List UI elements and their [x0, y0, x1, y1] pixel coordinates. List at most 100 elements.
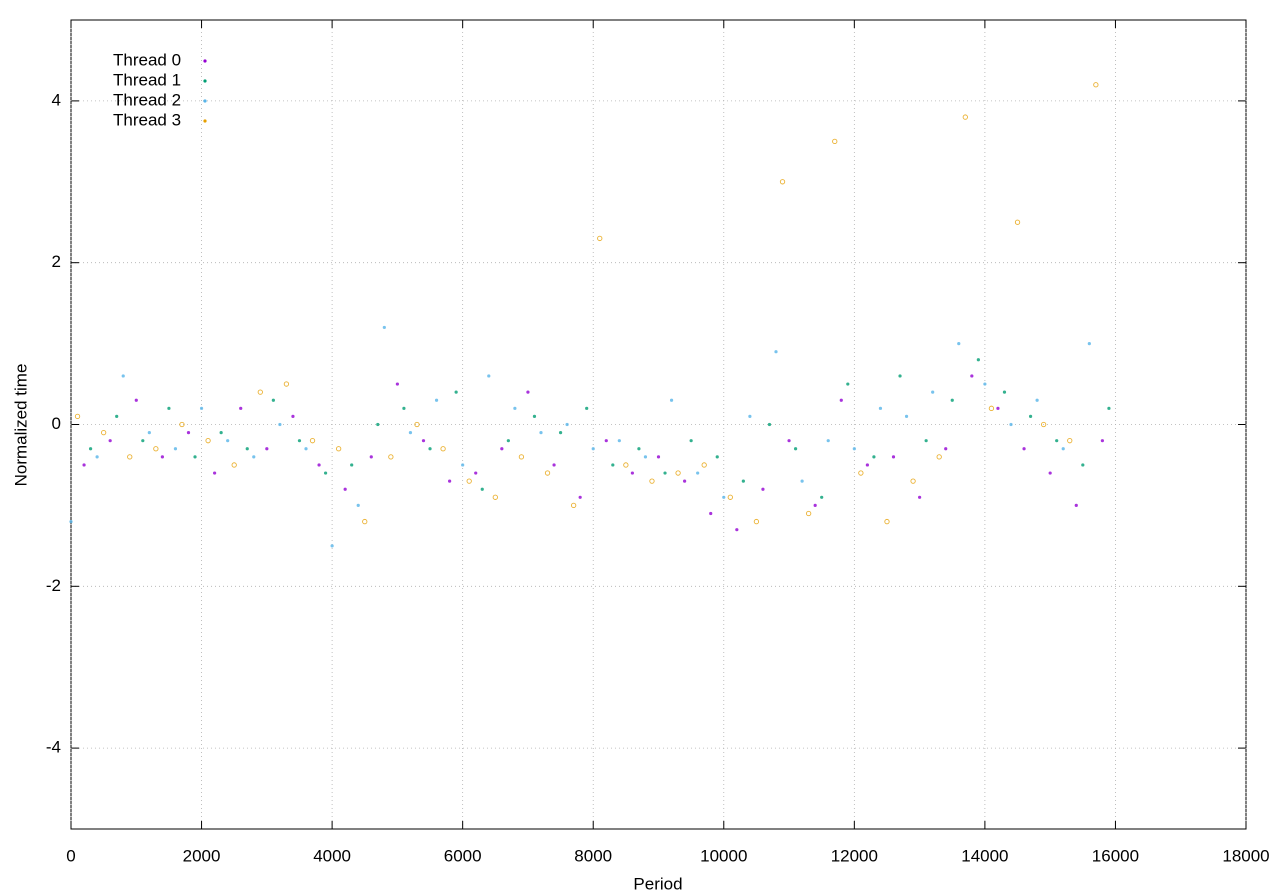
- point: [199, 406, 204, 410]
- y-tick-label: 2: [52, 252, 61, 271]
- point: [121, 374, 125, 378]
- point: [675, 470, 681, 476]
- point: [918, 495, 922, 499]
- point: [910, 478, 916, 484]
- point: [434, 398, 439, 402]
- point: [414, 421, 420, 428]
- point: [193, 455, 197, 459]
- point: [793, 447, 798, 451]
- point: [487, 374, 491, 378]
- point: [1081, 463, 1085, 467]
- point: [518, 454, 525, 460]
- x-tick-label: 0: [66, 846, 75, 865]
- point: [872, 455, 876, 459]
- point: [160, 455, 164, 459]
- point: [454, 390, 458, 394]
- point: [663, 471, 667, 475]
- legend-marker: [203, 79, 207, 83]
- point: [402, 406, 406, 410]
- point: [421, 439, 426, 443]
- point: [936, 454, 942, 460]
- point: [1022, 447, 1026, 451]
- point: [539, 430, 543, 435]
- point: [95, 455, 99, 459]
- point: [506, 439, 510, 443]
- point: [265, 447, 269, 451]
- point: [323, 471, 328, 475]
- x-tick-label: 4000: [313, 846, 351, 865]
- point: [552, 463, 556, 467]
- x-axis-label: Period: [633, 874, 682, 893]
- point: [1067, 438, 1073, 444]
- point: [1002, 390, 1007, 394]
- point: [408, 430, 413, 435]
- point: [701, 462, 707, 468]
- point: [787, 439, 791, 443]
- legend-label: Thread 2: [113, 90, 181, 109]
- legend-marker: [203, 59, 207, 63]
- point: [167, 406, 171, 410]
- point: [147, 430, 151, 435]
- point: [904, 414, 909, 419]
- point: [108, 439, 112, 443]
- legend-label: Thread 0: [113, 50, 181, 69]
- point: [649, 478, 655, 484]
- point: [88, 447, 93, 451]
- point: [741, 479, 745, 483]
- point: [395, 382, 399, 386]
- point: [115, 414, 119, 419]
- point: [805, 510, 812, 517]
- point: [291, 414, 295, 419]
- point: [492, 494, 498, 500]
- point: [335, 446, 342, 452]
- point: [376, 422, 380, 427]
- point: [761, 487, 765, 491]
- point: [832, 138, 838, 145]
- point: [239, 406, 243, 410]
- legend-label: Thread 3: [113, 110, 181, 129]
- point: [565, 422, 569, 427]
- point: [480, 487, 484, 491]
- point: [1040, 421, 1047, 428]
- point: [283, 381, 290, 387]
- point: [297, 439, 302, 443]
- point: [578, 495, 582, 499]
- point: [173, 447, 178, 451]
- point: [604, 439, 608, 443]
- point: [213, 471, 217, 475]
- point: [309, 438, 316, 444]
- point: [1014, 219, 1021, 225]
- point: [976, 358, 980, 362]
- point: [898, 374, 902, 378]
- point: [753, 518, 760, 525]
- point: [630, 471, 634, 475]
- point: [1107, 406, 1111, 410]
- point: [186, 430, 191, 435]
- point: [891, 455, 896, 459]
- point: [996, 406, 1000, 410]
- point: [820, 495, 824, 499]
- point: [205, 438, 211, 444]
- point: [474, 471, 478, 475]
- point: [591, 447, 595, 451]
- point: [931, 390, 935, 394]
- point: [69, 519, 73, 524]
- point: [1055, 439, 1059, 443]
- legend-marker: [203, 99, 207, 103]
- point: [774, 350, 778, 354]
- point: [1035, 398, 1039, 402]
- point: [356, 503, 360, 507]
- point: [278, 422, 282, 427]
- point: [350, 463, 354, 467]
- point: [1009, 422, 1013, 427]
- point: [611, 463, 615, 467]
- point: [878, 406, 883, 410]
- point: [826, 439, 830, 443]
- point: [245, 447, 249, 451]
- point: [884, 518, 890, 525]
- point: [570, 502, 577, 509]
- point: [779, 179, 786, 185]
- y-tick-label: -4: [46, 738, 61, 757]
